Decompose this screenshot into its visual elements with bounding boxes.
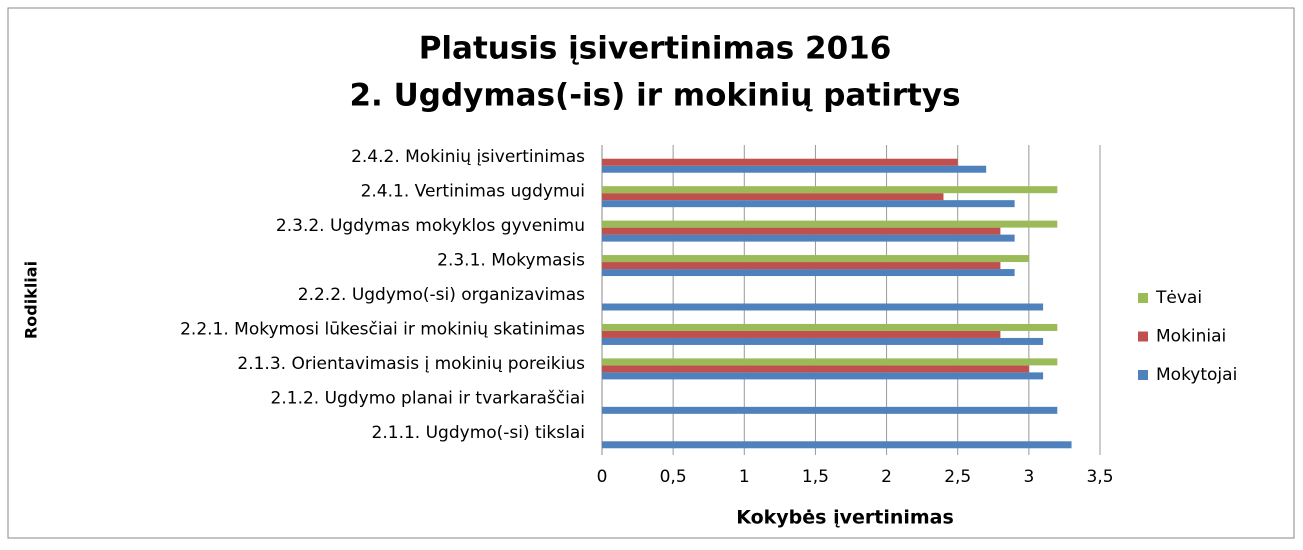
bar <box>602 269 1015 277</box>
x-tick-label: 0,5 <box>660 467 687 487</box>
bar <box>602 365 1029 373</box>
y-tick-label: 2.4.1. Vertinimas ugdymui <box>361 182 585 202</box>
chart-title: Platusis įsivertinimas 2016 <box>419 31 892 67</box>
x-axis-label: Kokybės įvertinimas <box>736 507 954 529</box>
x-tick-label: 2 <box>881 467 892 487</box>
bar <box>602 337 1044 345</box>
y-tick-label: 2.2.1. Mokymosi lūkesčiai ir mokinių ska… <box>180 319 585 339</box>
bar <box>602 330 1001 338</box>
y-axis-label: Rodikliai <box>22 261 41 339</box>
y-tick-label: 2.1.3. Orientavimasis į mokinių poreikiu… <box>237 354 585 374</box>
bar <box>602 200 1015 208</box>
x-tick-label: 2,5 <box>944 467 971 487</box>
legend-swatch <box>1138 331 1148 342</box>
legend-swatch <box>1138 293 1148 303</box>
y-tick-label: 2.1.1. Ugdymo(-si) tikslai <box>372 423 585 443</box>
legend-swatch <box>1138 370 1148 380</box>
bar <box>602 234 1015 242</box>
bar <box>602 165 987 173</box>
bar <box>602 303 1044 311</box>
legend-label: Mokytojai <box>1156 365 1237 385</box>
x-tick-label: 3 <box>1023 467 1034 487</box>
bar <box>602 262 1001 270</box>
y-tick-label: 2.1.2. Ugdymo planai ir tvarkaraščiai <box>271 388 585 408</box>
bar <box>602 158 958 166</box>
x-tick-label: 0 <box>597 467 608 487</box>
y-tick-label: 2.3.2. Ugdymas mokyklos gyvenimu <box>276 216 585 236</box>
bar <box>602 323 1058 331</box>
bar <box>602 406 1058 414</box>
legend-label: Mokiniai <box>1156 327 1226 347</box>
x-tick-label: 3,5 <box>1086 467 1113 487</box>
x-tick-label: 1,5 <box>802 467 829 487</box>
chart-title: 2. Ugdymas(-is) ir mokinių patirtys <box>349 78 960 114</box>
bar <box>602 227 1001 235</box>
bar <box>602 255 1029 263</box>
bar <box>602 441 1072 449</box>
y-tick-label: 2.3.1. Mokymasis <box>437 251 585 271</box>
bar <box>602 193 944 201</box>
bar <box>602 372 1044 380</box>
legend-label: Tėvai <box>1155 288 1202 308</box>
bar <box>602 358 1058 366</box>
y-tick-label: 2.4.2. Mokinių įsivertinimas <box>351 147 585 167</box>
y-tick-label: 2.2.2. Ugdymo(-si) organizavimas <box>298 285 585 305</box>
x-tick-label: 1 <box>739 467 750 487</box>
bar <box>602 186 1058 194</box>
bar <box>602 220 1058 228</box>
